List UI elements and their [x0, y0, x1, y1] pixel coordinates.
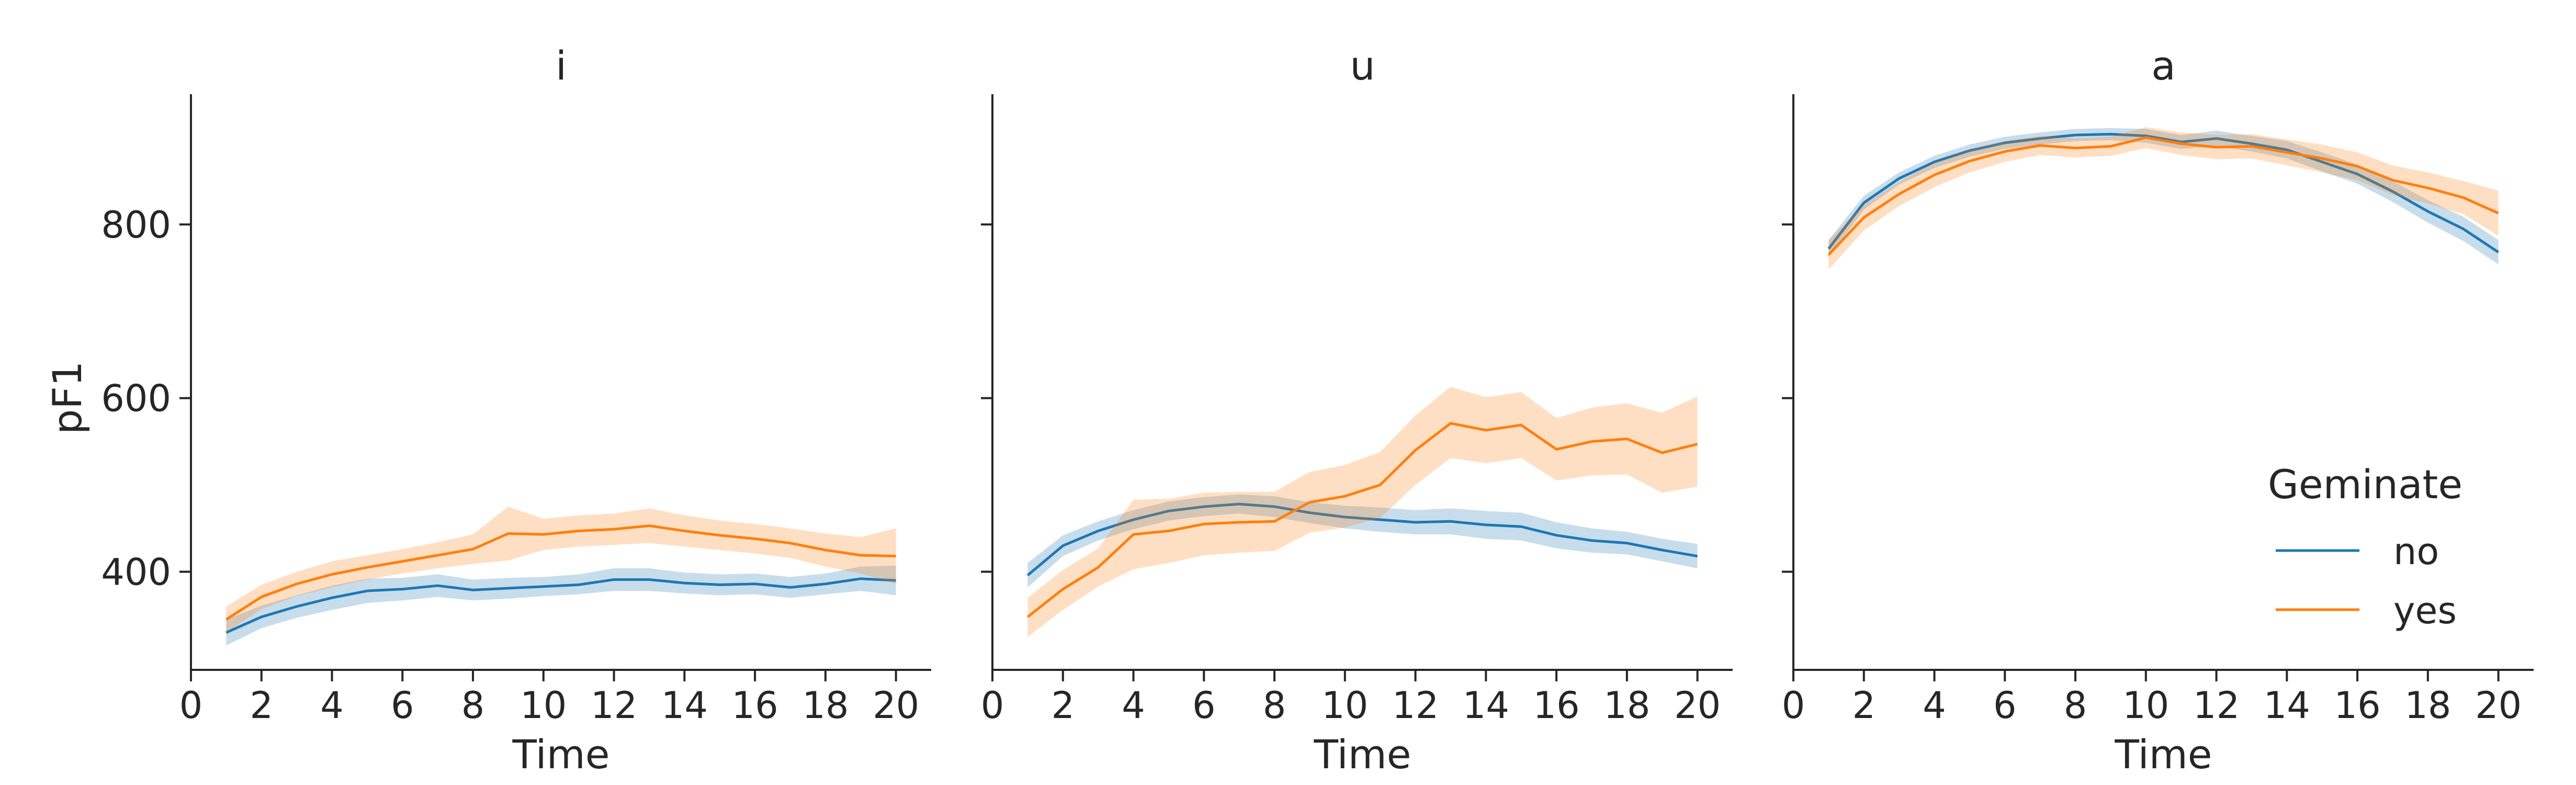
x-tick-label: 18	[2404, 684, 2451, 727]
x-tick-label: 16	[1533, 684, 1580, 727]
x-tick-label: 6	[1192, 684, 1216, 727]
x-tick-label: 18	[802, 684, 849, 727]
x-tick-label: 12	[1392, 684, 1439, 727]
ci-band-yes	[1828, 127, 2499, 270]
legend-label-yes: yes	[2393, 589, 2457, 632]
legend-title: Geminate	[2268, 461, 2462, 508]
x-axis-label: Time	[2115, 731, 2212, 778]
series-line-yes	[1827, 136, 2499, 256]
x-tick-label: 12	[2193, 684, 2240, 727]
y-tick-label: 400	[101, 551, 171, 594]
x-tick-label: 20	[2475, 684, 2522, 727]
panel-a: a 0 2 4 6 8 10 12 14 16 18 20 Time	[1782, 42, 2534, 778]
x-tick-label: 2	[1051, 684, 1075, 727]
x-tick-label: 0	[179, 684, 203, 727]
series-line-yes	[1026, 422, 1698, 618]
panel-u: u 0 2 4 6 8 10 12 14 16 18 20 Time	[981, 42, 1733, 778]
panel-title: u	[1350, 42, 1375, 89]
x-tick-label: 14	[2264, 684, 2310, 727]
ci-band-yes	[1027, 387, 1698, 637]
y-tick-label: 600	[101, 377, 171, 420]
x-tick-label: 10	[2122, 684, 2169, 727]
legend: Geminate no yes	[2268, 461, 2462, 632]
x-tick-label: 16	[2334, 684, 2381, 727]
x-tick-label: 4	[1122, 684, 1145, 727]
x-tick-label: 6	[391, 684, 414, 727]
x-tick-label: 4	[320, 684, 344, 727]
x-tick-label: 2	[1852, 684, 1875, 727]
ci-band-no	[1828, 128, 2499, 265]
x-tick-label: 12	[591, 684, 637, 727]
x-tick-label: 4	[1923, 684, 1946, 727]
y-tick-label: 800	[101, 204, 171, 246]
legend-label-no: no	[2393, 530, 2439, 573]
x-axis-label: Time	[1314, 731, 1411, 778]
x-tick-label: 8	[461, 684, 485, 727]
x-axis-label: Time	[512, 731, 610, 778]
x-tick-label: 6	[1993, 684, 2017, 727]
series-line-no	[225, 577, 896, 634]
series-line-yes	[225, 524, 896, 621]
ci-band-yes	[226, 507, 896, 633]
x-tick-label: 10	[520, 684, 567, 727]
x-tick-label: 2	[250, 684, 273, 727]
x-tick-label: 20	[1674, 684, 1721, 727]
x-tick-label: 14	[1463, 684, 1509, 727]
series-line-no	[1026, 502, 1698, 577]
panel-title: i	[556, 42, 567, 89]
series-line-no	[1827, 132, 2500, 254]
panel-i: i 0 2 4 6 8 10 12 14 16 18 20 400 600 800 Time	[101, 42, 931, 778]
x-tick-label: 8	[1263, 684, 1286, 727]
x-tick-label: 10	[1321, 684, 1368, 727]
x-tick-label: 16	[732, 684, 778, 727]
panel-title: a	[2151, 42, 2176, 89]
x-tick-label: 0	[1782, 684, 1805, 727]
x-tick-label: 8	[2064, 684, 2087, 727]
x-tick-label: 14	[661, 684, 708, 727]
y-axis-label: pF1	[44, 361, 91, 434]
x-tick-label: 18	[1603, 684, 1650, 727]
x-tick-label: 0	[981, 684, 1004, 727]
x-tick-label: 20	[873, 684, 919, 727]
ci-band-no	[1027, 494, 1698, 588]
